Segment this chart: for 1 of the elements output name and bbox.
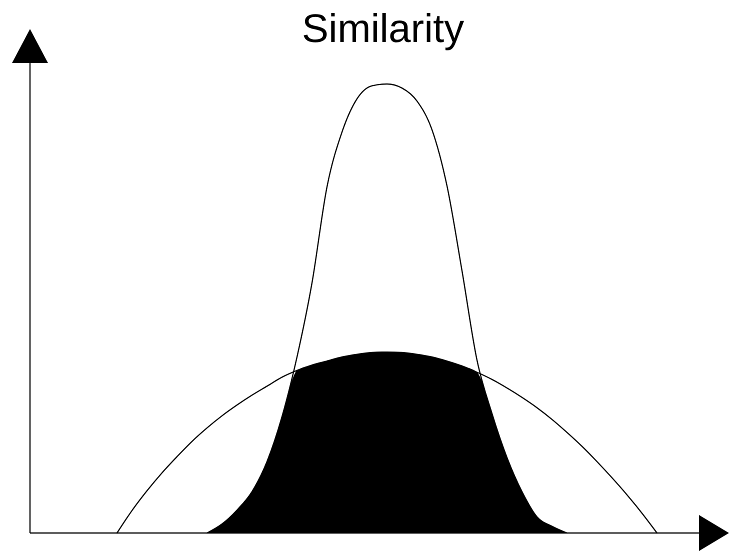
chart-title: Similarity <box>302 7 464 51</box>
